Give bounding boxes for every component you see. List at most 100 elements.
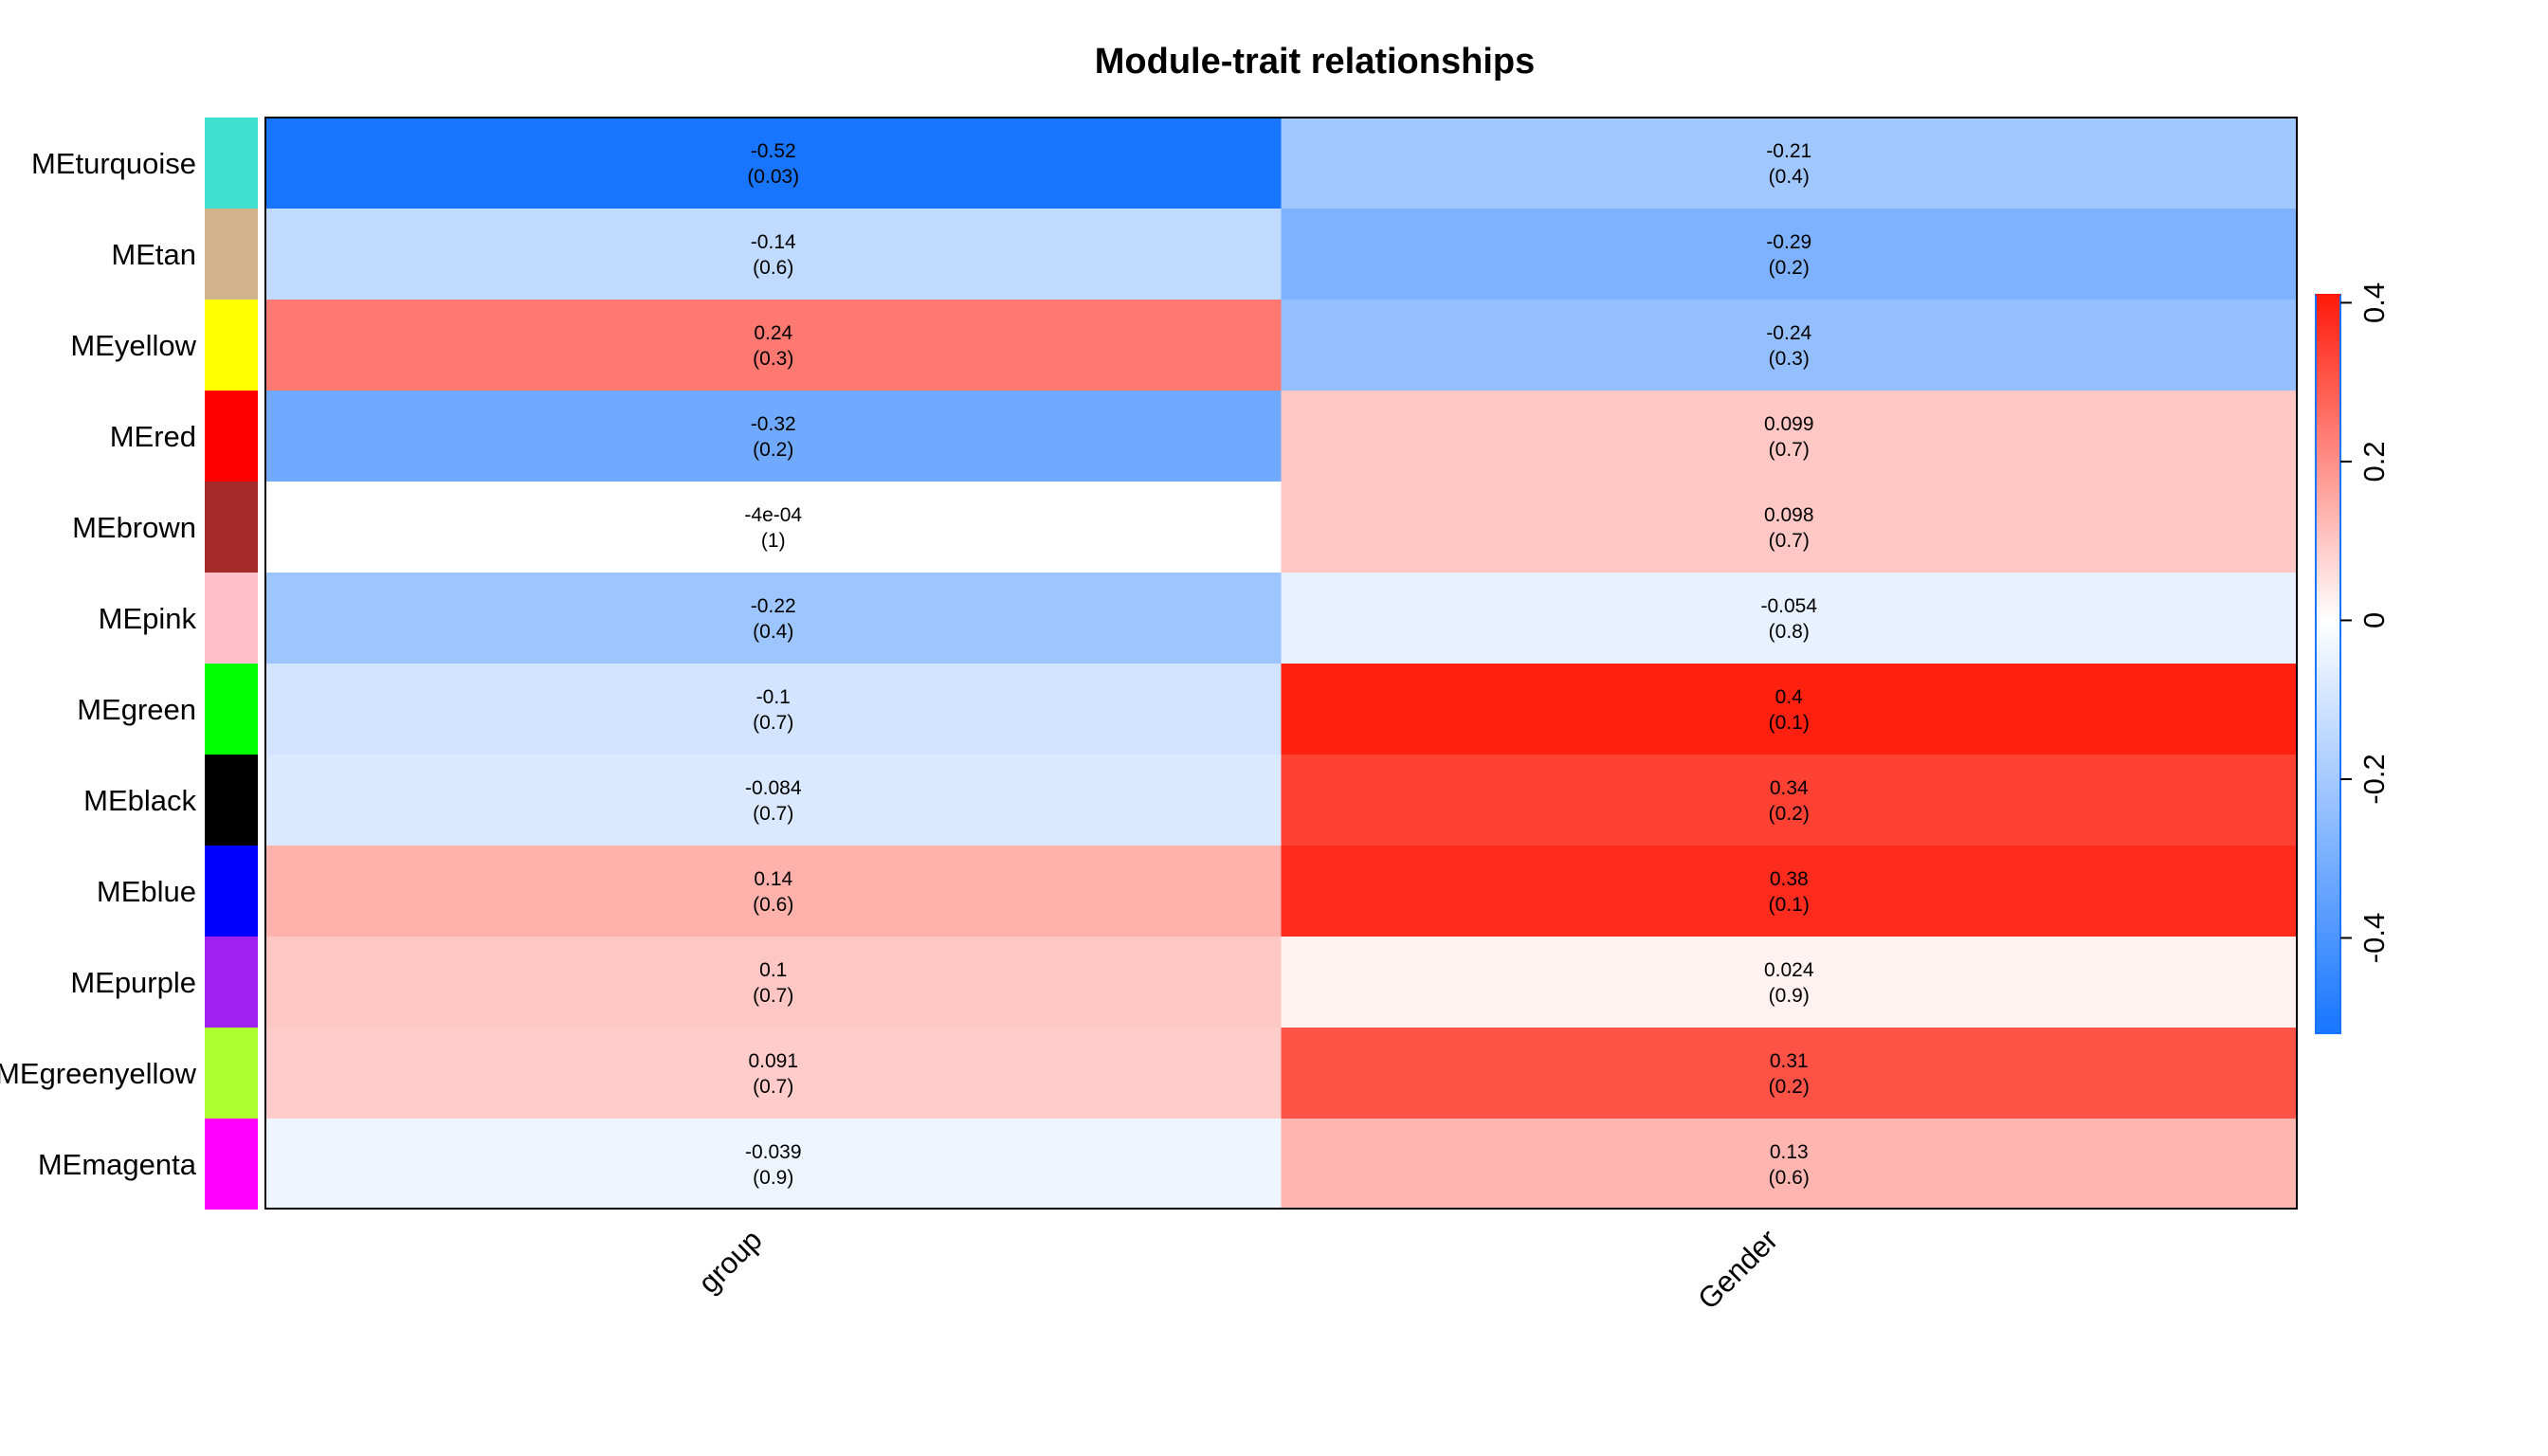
cell-correlation-label: 0.091 [748, 1050, 798, 1072]
cell-correlation-label: 0.34 [1770, 777, 1809, 799]
heatmap-cell [265, 1028, 1282, 1119]
column-label: group [692, 1223, 769, 1300]
row-label: MEmagenta [38, 1148, 197, 1181]
row-label: MEred [110, 420, 196, 453]
heatmap-cell [265, 664, 1282, 755]
cell-correlation-label: 0.31 [1770, 1050, 1809, 1072]
heatmap-cell [1281, 1119, 2297, 1210]
heatmap-cell [1281, 300, 2297, 391]
heatmap-cell [1281, 118, 2297, 209]
heatmap-cell [1281, 573, 2297, 664]
colorbar-gradient [2315, 294, 2341, 1034]
heatmap-cell [265, 755, 1282, 846]
cell-pvalue-label: (0.6) [753, 894, 793, 916]
module-swatch [205, 755, 258, 846]
cell-pvalue-label: (0.7) [753, 1076, 793, 1098]
column-labels: group Gender [692, 1223, 1784, 1316]
cell-pvalue-label: (0.6) [753, 257, 793, 279]
module-swatch [205, 482, 258, 573]
cell-pvalue-label: (0.7) [1769, 530, 1810, 552]
cell-pvalue-label: (0.3) [753, 348, 793, 370]
row-label: MEyellow [70, 329, 196, 362]
cell-correlation-label: 0.24 [754, 322, 792, 344]
cell-pvalue-label: (0.4) [1769, 166, 1810, 188]
cell-correlation-label: -0.21 [1766, 140, 1811, 162]
cell-correlation-label: -0.1 [756, 686, 791, 708]
cell-pvalue-label: (0.2) [1769, 1076, 1810, 1098]
heatmap-cell [1281, 664, 2297, 755]
heatmap-cell [1281, 755, 2297, 846]
chart-title: Module-trait relationships [1095, 42, 1535, 82]
row-label: MEblue [97, 875, 196, 908]
module-swatch [205, 664, 258, 755]
cell-pvalue-label: (0.6) [1769, 1167, 1810, 1189]
row-label: MEblack [83, 784, 196, 817]
heatmap-cell [265, 1119, 1282, 1210]
cell-correlation-label: 0.098 [1764, 504, 1814, 526]
heatmap-cell [265, 846, 1282, 937]
row-label: MEgreenyellow [0, 1057, 197, 1090]
cell-pvalue-label: (0.3) [1769, 348, 1810, 370]
cell-correlation-label: -0.054 [1760, 595, 1817, 617]
cell-pvalue-label: (0.7) [753, 985, 793, 1007]
cell-correlation-label: -0.29 [1766, 231, 1811, 253]
cell-pvalue-label: (0.1) [1769, 712, 1810, 734]
cell-pvalue-label: (1) [761, 530, 786, 552]
cell-pvalue-label: (0.2) [1769, 257, 1810, 279]
column-label: Gender [1691, 1223, 1784, 1316]
colorbar-tick-label: -0.4 [2357, 913, 2391, 963]
cell-pvalue-label: (0.9) [753, 1167, 793, 1189]
cell-pvalue-label: (0.9) [1769, 985, 1810, 1007]
heatmap-cell [265, 300, 1282, 391]
plot-frame [264, 117, 2298, 1210]
row-label: MEpink [99, 602, 197, 635]
cell-correlation-label: -4e-04 [744, 504, 802, 526]
row-label: MEgreen [77, 693, 196, 726]
cell-correlation-label: -0.14 [751, 231, 796, 253]
colorbar-tick-label: 0.2 [2357, 441, 2391, 482]
module-swatch [205, 1028, 258, 1119]
heatmap-cell [1281, 209, 2297, 300]
cell-pvalue-label: (0.1) [1769, 894, 1810, 916]
row-labels: MEturquoise MEtan MEyellow MEred MEbrown MEpi… [0, 147, 197, 1181]
cell-correlation-label: 0.024 [1764, 959, 1814, 981]
colorbar-tick-label: 0 [2357, 612, 2391, 628]
heatmap-cell [265, 482, 1282, 573]
heatmap-cell [1281, 937, 2297, 1028]
module-swatch [205, 1119, 258, 1210]
cell-correlation-label: -0.084 [745, 777, 802, 799]
module-swatch [205, 391, 258, 482]
cell-correlation-label: 0.1 [759, 959, 787, 981]
cell-pvalue-label: (0.8) [1769, 621, 1810, 643]
cell-correlation-label: 0.38 [1770, 868, 1809, 890]
module-swatch [205, 937, 258, 1028]
heatmap-cells: -0.52 (0.03) -0.21 (0.4) -0.14 (0.6) -0.29 (0.2… [265, 118, 2297, 1210]
colorbar-tick-label: 0.4 [2357, 282, 2391, 323]
heatmap-cell [265, 937, 1282, 1028]
cell-pvalue-label: (0.7) [1769, 439, 1810, 461]
cell-pvalue-label: (0.2) [1769, 803, 1810, 825]
cell-pvalue-label: (0.7) [753, 803, 793, 825]
cell-correlation-label: 0.099 [1764, 413, 1814, 435]
cell-pvalue-label: (0.7) [753, 712, 793, 734]
cell-correlation-label: -0.52 [751, 140, 796, 162]
module-swatch [205, 209, 258, 300]
module-swatch [205, 118, 258, 209]
row-label: MEpurple [70, 966, 196, 999]
cell-pvalue-label: (0.2) [753, 439, 793, 461]
heatmap-cell [265, 118, 1282, 209]
cell-correlation-label: -0.32 [751, 413, 796, 435]
heatmap-cell [265, 209, 1282, 300]
heatmap-cell [265, 391, 1282, 482]
row-label: MEtan [111, 238, 196, 271]
heatmap-cell [1281, 482, 2297, 573]
row-label: MEbrown [72, 511, 196, 544]
heatmap-cell [1281, 1028, 2297, 1119]
cell-correlation-label: -0.22 [751, 595, 796, 617]
module-swatch [205, 573, 258, 664]
cell-correlation-label: 0.13 [1770, 1141, 1809, 1163]
module-swatch [205, 300, 258, 391]
cell-correlation-label: 0.14 [754, 868, 792, 890]
heatmap-cell [1281, 391, 2297, 482]
